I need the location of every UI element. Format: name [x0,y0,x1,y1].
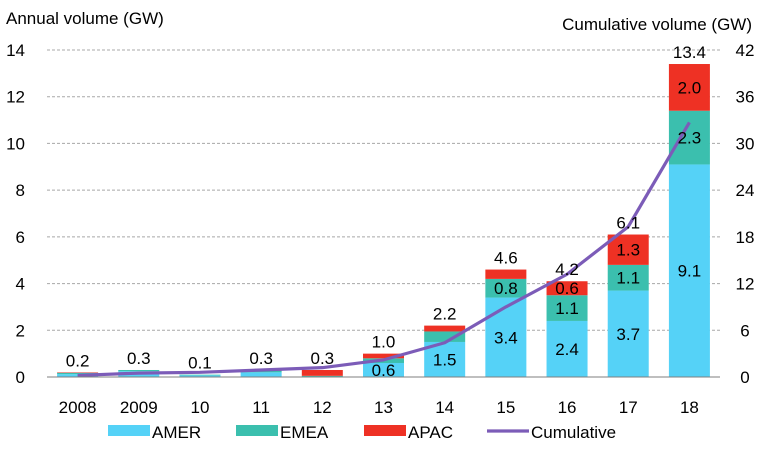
bar-apac [424,325,466,332]
y-right-tick-label: 18 [736,228,755,247]
total-value-label: 0.3 [127,349,151,368]
segment-value-label: 1.5 [433,350,457,369]
bar-amer [57,374,99,377]
segment-value-label: 2.3 [678,129,702,148]
total-value-label: 0.3 [310,349,334,368]
x-tick-label: 15 [496,398,515,417]
segment-value-label: 3.7 [616,325,640,344]
legend-swatch-apac [364,425,406,436]
bar-emea [118,369,160,372]
segment-value-label: 0.6 [372,361,396,380]
bar-apac [668,64,710,111]
y-left-tick-label: 10 [6,134,25,153]
segment-value-label: 2.4 [555,340,579,359]
bar-amer [179,375,221,377]
bar-emea [301,375,343,377]
y-right-tick-label: 24 [736,181,755,200]
y-right-tick-label: 6 [740,321,749,340]
legend-label: EMEA [280,423,329,442]
segment-value-label: 9.1 [678,262,702,281]
segment-value-label: 1.3 [616,241,640,260]
x-tick-label: 11 [252,398,270,417]
legend-label: Cumulative [531,423,616,442]
y-left-tick-label: 0 [16,368,25,387]
segment-value-label: 0.6 [555,279,579,298]
y-left-tick-label: 2 [16,321,25,340]
total-value-label: 0.2 [66,351,90,370]
total-value-label: 0.1 [188,354,212,373]
bar-emea [424,331,466,342]
y-left-axis-title: Annual volume (GW) [6,9,164,28]
y-left-tick-label: 4 [16,275,25,294]
x-tick-label: 17 [619,398,638,417]
y-left-tick-label: 6 [16,228,25,247]
gridlines [47,49,720,331]
segment-value-label: 1.1 [616,269,640,288]
bar-amer [607,290,649,377]
x-tick-label: 18 [680,398,699,417]
bar-amer [485,297,527,377]
legend: AMER EMEA APAC Cumulative [108,423,616,442]
x-tick-label: 2009 [120,398,158,417]
x-tick-label: 14 [435,398,454,417]
y-left-tick-label: 14 [6,41,25,60]
y-right-tick-label: 36 [736,88,755,107]
legend-swatch-amer [108,425,150,436]
bar-amer [546,320,588,377]
bar-apac [485,269,527,279]
bar-emea [57,372,99,375]
bar-amer [363,362,404,377]
bar-amer [668,164,710,377]
x-tick-label: 12 [313,398,332,417]
bar-emea [607,264,649,291]
segment-value-label: 3.4 [494,328,518,347]
bar-apac [607,234,649,265]
y-right-tick-label: 42 [736,41,755,60]
segment-value-label: 0.8 [494,279,518,298]
x-tick-label: 16 [558,398,577,417]
y-right-axis-title: Cumulative volume (GW) [562,15,752,34]
y-right-tick-label: 12 [736,275,755,294]
legend-swatch-emea [236,425,278,436]
segment-value-label: 2.0 [678,78,702,97]
bars [57,64,710,377]
total-value-label: 1.0 [372,333,396,352]
total-value-label: 4.6 [494,249,518,268]
bar-emea [668,110,710,165]
y-left-tick-label: 12 [6,88,25,107]
total-value-label: 2.2 [433,305,457,324]
bar-emea [179,374,221,376]
bar-emea [546,295,588,321]
y-right-tick-label: 0 [740,368,749,387]
legend-label: AMER [152,423,201,442]
cumulative-series-line [77,121,691,378]
cumulative-line [77,121,691,378]
segment-value-label: 1.1 [555,299,579,318]
bar-amer [240,372,282,377]
data-labels: 0.2 0.3 0.1 0.3 0.3 0.6 1.0 1.5 2.2 3.4 0.8 4.6 2.4 1… [66,43,706,380]
total-value-label: 13.4 [673,43,706,62]
x-tick-label: 2008 [59,398,97,417]
bar-apac [546,281,588,296]
legend-label: APAC [408,423,453,442]
bar-apac [301,369,343,376]
bar-emea [485,278,527,298]
x-tick-label: 13 [374,398,393,417]
total-value-label: 4.2 [555,260,579,279]
y-right-tick-label: 30 [736,134,755,153]
y-left-tick-label: 8 [16,181,25,200]
x-tick-label: 10 [190,398,209,417]
total-value-label: 0.3 [249,349,273,368]
total-value-label: 6.1 [616,214,640,233]
bar-apac [363,353,404,359]
